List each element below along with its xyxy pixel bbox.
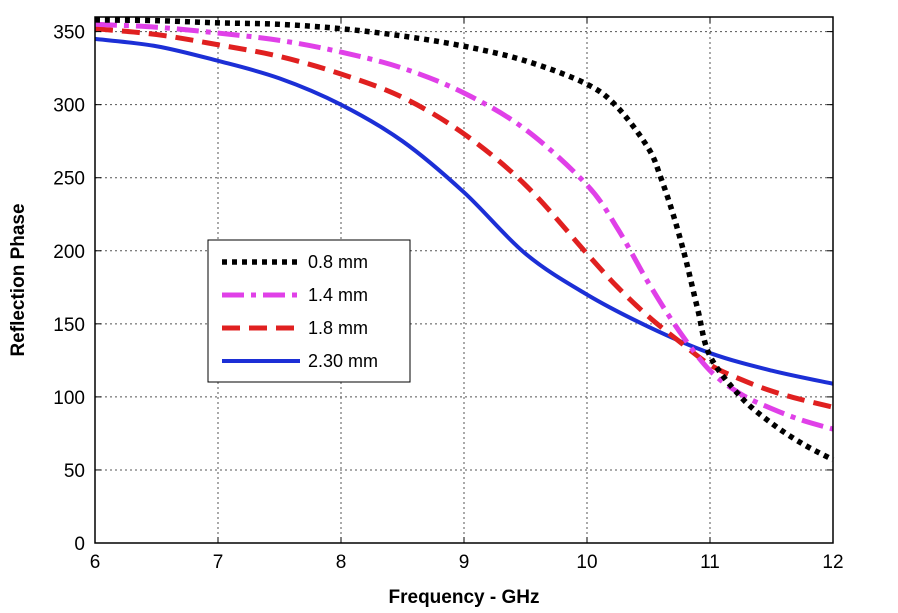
- legend-label: 0.8 mm: [308, 252, 368, 272]
- y-tick-label: 50: [64, 461, 85, 482]
- x-tick-label: 6: [90, 552, 101, 573]
- legend-label: 2.30 mm: [308, 351, 378, 371]
- legend-label: 1.4 mm: [308, 285, 368, 305]
- x-tick-label: 7: [213, 552, 224, 573]
- y-tick-label: 250: [53, 169, 85, 190]
- x-tick-label: 10: [576, 552, 597, 573]
- y-axis-title: Reflection Phase: [8, 203, 29, 356]
- x-tick-label: 8: [336, 552, 347, 573]
- x-tick-label: 12: [822, 552, 843, 573]
- gridlines: [95, 17, 833, 543]
- x-tick-label: 11: [700, 552, 720, 573]
- legend-box: [207, 239, 411, 383]
- y-tick-label: 200: [53, 242, 85, 263]
- series-line-0-8-mm: [94, 17, 835, 463]
- series-layer: [94, 17, 835, 463]
- legend-label: 1.8 mm: [308, 318, 368, 338]
- series-line-1-8-mm: [94, 26, 834, 410]
- y-tick-label: 350: [53, 23, 85, 44]
- x-axis-ticks: 6 7 8 9 10 11 12: [90, 17, 844, 573]
- y-tick-label: 0: [74, 534, 85, 555]
- y-tick-label: 300: [53, 96, 85, 117]
- x-axis-title: Frequency - GHz: [389, 587, 540, 608]
- plot-area: [95, 17, 833, 543]
- y-tick-label: 150: [53, 315, 85, 336]
- y-axis-ticks: 0 50 100 150 200 250 300 350: [53, 23, 833, 555]
- y-tick-label: 100: [53, 388, 85, 409]
- series-line-1-4-mm: [94, 21, 834, 432]
- x-tick-label: 9: [459, 552, 470, 573]
- legend: 0.8 mm 1.4 mm 1.8 mm 2.30 mm: [207, 239, 411, 383]
